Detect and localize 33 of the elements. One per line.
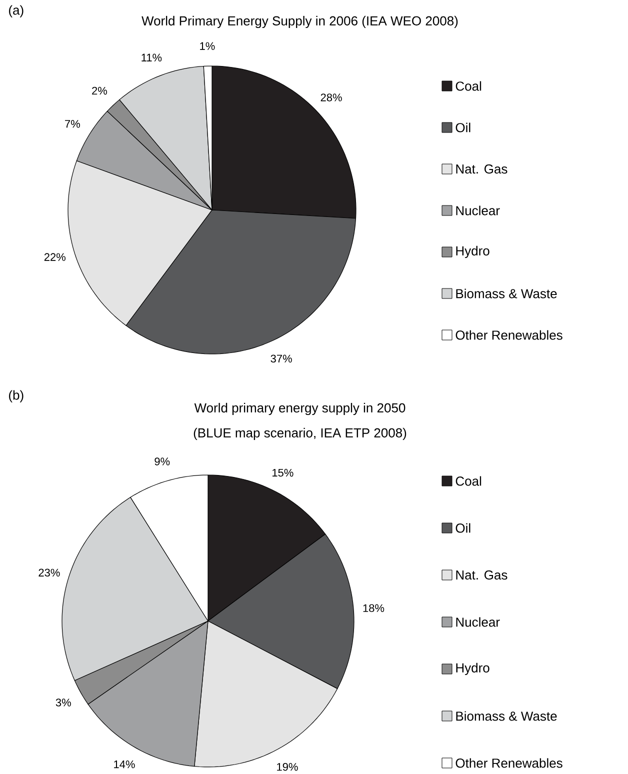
legend-label: Nuclear [456,206,500,216]
data-label: 2% [92,86,107,95]
legend-label: Nat. Gas [456,164,508,174]
legend-label: Biomass & Waste [456,711,557,721]
chart-title: World primary energy supply in 2050 [194,402,406,416]
chart-subtitle: (BLUE map scenario, IEA ETP 2008) [194,428,406,440]
legend-label: Nat. Gas [456,570,508,580]
chart-title: World Primary Energy Supply in 2006 (IEA WEO 2008) [142,16,458,28]
legend-label: Coal [456,81,482,91]
data-label: 18% [363,604,384,612]
data-label: 9% [154,458,170,466]
legend-label: Coal [456,476,482,486]
data-label: 1% [200,42,215,50]
data-label: 37% [270,354,292,363]
data-label: 7% [65,120,80,128]
data-label: 22% [44,253,66,261]
data-label: 3% [56,698,71,706]
data-label: 14% [114,760,135,768]
legend-label: Oil [456,122,470,132]
legend-label: Hydro [456,662,490,676]
data-label: 15% [272,468,294,477]
legend-label: Nuclear [456,617,500,627]
legend-label: Biomass & Waste [456,288,557,298]
text: (a) [9,5,24,18]
legend-label: Hydro [456,246,490,258]
data-label: 28% [320,94,342,102]
text: (b) [9,390,24,402]
data-label: 23% [38,568,60,577]
legend-label: Oil [456,523,470,533]
legend-label: Other Renewables [456,758,562,768]
legend-label: Other Renewables [456,330,562,340]
data-label: 11% [142,54,162,62]
data-label: 19% [277,762,298,771]
